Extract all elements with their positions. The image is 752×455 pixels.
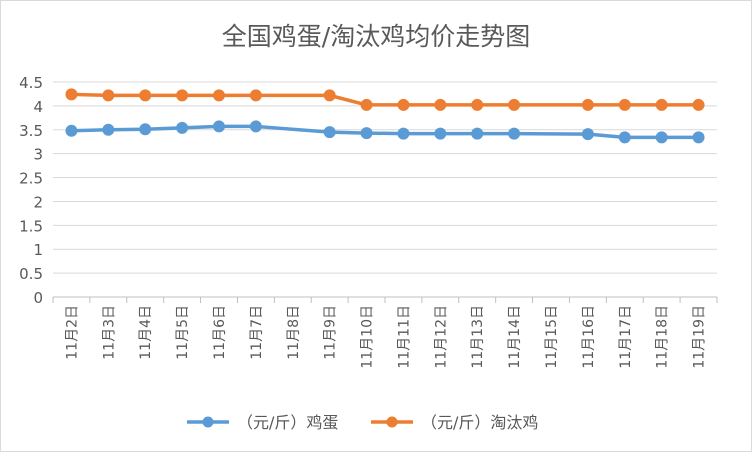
y-axis-labels: 0 0.5 1 1.5 2 2.5 3 3.5 4 4.5: [19, 74, 43, 307]
data-point: [397, 127, 410, 140]
series-1: [65, 120, 705, 144]
legend-item-2: （元/斤）淘汰鸡: [371, 413, 538, 432]
x-tick-label: 11月15日: [544, 305, 560, 369]
x-tick-label: 11月4日: [138, 305, 154, 360]
data-point: [176, 121, 189, 134]
legend-label: （元/斤）淘汰鸡: [421, 413, 538, 432]
legend-label: （元/斤）鸡蛋: [237, 413, 338, 432]
y-tick-label: 0.5: [19, 265, 43, 283]
x-tick-label: 11月8日: [286, 305, 302, 360]
x-tick-label: 11月3日: [101, 305, 117, 360]
legend-marker: [202, 416, 214, 428]
series-layer: [65, 88, 705, 144]
legend-marker: [386, 416, 398, 428]
data-point: [508, 127, 521, 140]
data-point: [434, 98, 447, 111]
data-point: [581, 98, 594, 111]
data-point: [655, 131, 668, 144]
data-point: [65, 88, 78, 101]
y-tick-label: 4.5: [19, 74, 43, 92]
data-point: [249, 120, 262, 133]
x-tick-label: 11月16日: [581, 305, 597, 369]
y-tick-label: 3.5: [19, 122, 43, 140]
x-tick-label: 11月2日: [64, 305, 80, 360]
data-point: [249, 89, 262, 102]
x-tick-label: 11月5日: [175, 305, 191, 360]
series-2: [65, 88, 705, 111]
y-tick-label: 1.5: [19, 217, 43, 235]
data-point: [360, 98, 373, 111]
data-point: [139, 89, 152, 102]
x-tick-label: 11月7日: [249, 305, 265, 360]
x-tick-label: 11月11日: [396, 305, 412, 369]
data-point: [213, 89, 225, 102]
legend: （元/斤）鸡蛋 （元/斤）淘汰鸡: [187, 413, 538, 432]
data-point: [176, 89, 189, 102]
data-point: [139, 123, 152, 136]
chart-title: 全国鸡蛋/淘汰鸡均价走势图: [222, 22, 530, 51]
data-point: [102, 89, 115, 102]
data-point: [618, 131, 631, 144]
series-line: [71, 124, 699, 140]
data-point: [471, 98, 484, 111]
y-tick-label: 1: [33, 241, 43, 259]
x-tick-label: 11月19日: [692, 305, 708, 369]
data-point: [213, 120, 225, 133]
x-tick-label: 11月14日: [507, 305, 523, 369]
y-tick-label: 2: [33, 193, 43, 211]
data-point: [102, 123, 115, 136]
data-point: [471, 127, 484, 140]
y-tick-label: 0: [33, 289, 43, 307]
data-point: [618, 98, 631, 111]
x-axis: 11月2日 11月3日 11月4日 11月5日 11月6日 11月7日 11月8日 11月9日…: [52, 296, 718, 369]
y-tick-label: 3: [33, 146, 43, 164]
data-point: [65, 124, 78, 137]
data-point: [323, 126, 336, 139]
data-point: [508, 98, 521, 111]
data-point: [692, 131, 705, 144]
data-point: [655, 98, 668, 111]
x-tick-label: 11月17日: [618, 305, 634, 369]
legend-item-1: （元/斤）鸡蛋: [187, 413, 338, 432]
data-point: [360, 127, 373, 140]
y-tick-label: 4: [33, 98, 43, 116]
x-tick-label: 11月6日: [212, 305, 228, 360]
data-point: [581, 128, 594, 141]
data-point: [323, 89, 336, 102]
x-tick-label: 11月12日: [433, 305, 449, 369]
y-tick-label: 2.5: [19, 170, 43, 188]
data-point: [397, 98, 410, 111]
data-point: [434, 127, 447, 140]
x-tick-label: 11月18日: [655, 305, 671, 369]
series-line: [71, 92, 699, 107]
data-point: [692, 98, 705, 111]
x-tick-label: 11月13日: [470, 305, 486, 369]
x-tick-label: 11月10日: [360, 305, 376, 369]
x-tick-label: 11月9日: [323, 305, 339, 360]
gridlines: [53, 81, 717, 298]
